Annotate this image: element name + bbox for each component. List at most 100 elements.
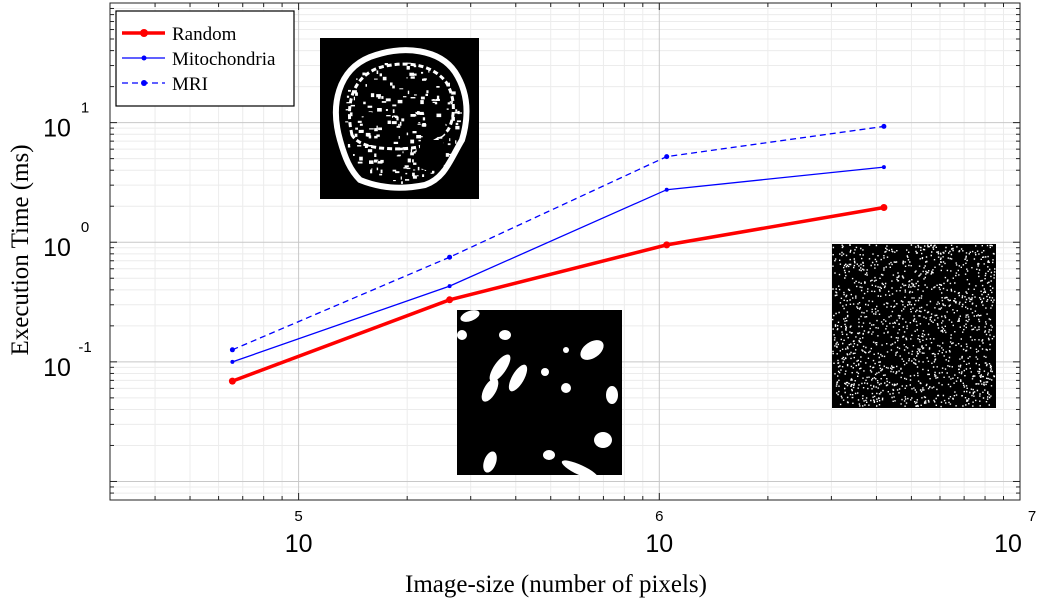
mri-texture-speck [355,92,358,96]
mri-texture-speck [376,134,380,137]
mri-texture-speck [454,111,458,114]
mri-texture-speck [446,82,450,87]
mri-texture-speck [420,100,424,105]
mito-blob [508,364,528,392]
mri-texture-speck [397,99,403,104]
mri-texture-speck [374,78,378,80]
mri-texture-speck [449,138,451,142]
mri-texture-speck [451,91,456,95]
x-axis-ticks: 10 5 10 6 10 7 [285,508,1036,558]
mito-blob [483,451,497,473]
mri-texture-speck [374,128,378,132]
mri-texture-speck [382,76,387,81]
mri-texture-speck [367,145,372,147]
mri-texture-speck [392,169,397,172]
mri-texture-speck [451,116,455,121]
mri-texture-speck [405,172,408,175]
mri-texture-speck [455,140,457,144]
mri-texture-speck [417,111,420,115]
mri-texture-speck [413,65,417,68]
mri-texture-speck [407,90,410,95]
legend: Random Mitochondria MRI [115,10,295,107]
mri-dark-region [420,140,444,170]
mri-texture-speck [436,95,440,100]
data-point-random [228,377,236,385]
mri-texture-speck [436,113,442,118]
mri-texture-speck [412,172,415,177]
legend-marker-mri [141,80,147,86]
y-axis-ticks: 10 1 10 0 10 -1 [43,100,92,382]
mri-texture-speck [349,112,353,117]
mri-texture-speck [377,97,381,99]
mri-texture-speck [387,120,391,124]
mri-texture-speck [365,132,370,137]
mitochondria-inset-image [457,310,622,480]
mri-texture-speck [401,181,403,184]
mito-blob [481,378,499,402]
mito-blob [499,330,511,340]
mito-blob [606,386,618,404]
mri-texture-speck [374,135,378,139]
data-point-mitochondria [664,187,669,192]
mri-texture-speck [385,98,391,102]
data-point-mitochondria [881,165,886,170]
mri-texture-speck [430,172,434,174]
mri-texture-speck [396,155,401,157]
data-point-mri [664,154,670,160]
mito-blob [460,310,480,322]
mri-skull-outline [332,47,470,191]
mri-texture-speck [434,102,438,105]
mri-texture-speck [380,169,383,173]
mri-texture-speck [447,102,451,105]
mri-texture-speck [455,109,458,112]
mri-texture-speck [459,112,462,114]
mri-texture-speck [380,159,384,163]
mri-texture-speck [432,99,435,101]
mri-texture-speck [406,62,411,64]
mri-texture-speck [397,154,401,156]
mri-texture-speck [359,123,363,126]
y-tick-label-base: 10 [43,234,71,262]
mri-texture-speck [416,135,422,139]
y-tick-label-base: 10 [43,354,71,382]
mri-dark-region [430,119,446,137]
legend-label-random: Random [172,24,237,45]
mri-texture-speck [406,66,410,70]
mri-texture-speck [358,129,364,133]
series-line-mri [232,125,884,351]
mri-texture-speck [374,153,377,157]
mri-texture-speck [399,88,404,90]
mri-texture-speck [413,162,417,165]
mri-texture-speck [364,145,368,148]
mri-texture-speck [418,122,421,124]
mri-texture-speck [420,96,425,100]
mri-texture-speck [378,127,382,131]
mri-texture-speck [417,123,421,125]
mri-texture-speck [410,114,416,117]
mri-texture-speck [410,148,413,153]
mri-texture-speck [353,96,355,101]
mri-texture-speck [406,132,409,136]
mri-texture-speck [456,120,461,123]
legend-marker-random [140,29,148,37]
mri-texture-speck [370,169,373,174]
mri-brain-inset-image [320,38,479,199]
data-point-mri [447,254,453,260]
x-tick-label-exponent: 7 [1028,508,1036,525]
mri-texture-speck [418,139,421,142]
mri-texture-speck [398,136,400,139]
mri-texture-speck [446,108,449,110]
mri-texture-speck [355,84,357,87]
data-point-mitochondria [447,284,452,289]
mri-texture-speck [392,104,397,107]
mri-texture-speck [432,101,437,103]
mri-texture-speck [421,71,424,74]
mri-texture-speck [385,109,388,111]
mri-texture-speck [392,109,395,113]
legend-label-mri: MRI [172,74,208,95]
mri-texture-speck [445,153,449,157]
mri-texture-speck [412,131,417,134]
mri-texture-speck [379,73,382,77]
legend-marker-mitochondria [141,55,147,61]
